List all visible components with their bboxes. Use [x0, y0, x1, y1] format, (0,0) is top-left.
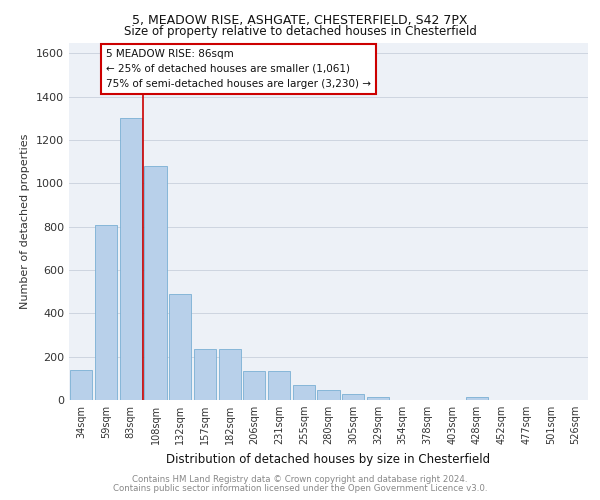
Text: Contains public sector information licensed under the Open Government Licence v3: Contains public sector information licen… — [113, 484, 487, 493]
Bar — [169, 294, 191, 400]
Bar — [194, 349, 216, 400]
Y-axis label: Number of detached properties: Number of detached properties — [20, 134, 31, 309]
Text: 5, MEADOW RISE, ASHGATE, CHESTERFIELD, S42 7PX: 5, MEADOW RISE, ASHGATE, CHESTERFIELD, S… — [132, 14, 468, 27]
Bar — [119, 118, 142, 400]
Bar — [342, 394, 364, 400]
Bar — [95, 224, 117, 400]
Bar — [466, 397, 488, 400]
Text: 5 MEADOW RISE: 86sqm
← 25% of detached houses are smaller (1,061)
75% of semi-de: 5 MEADOW RISE: 86sqm ← 25% of detached h… — [106, 49, 371, 88]
Text: Size of property relative to detached houses in Chesterfield: Size of property relative to detached ho… — [124, 25, 476, 38]
X-axis label: Distribution of detached houses by size in Chesterfield: Distribution of detached houses by size … — [166, 452, 491, 466]
Bar — [145, 166, 167, 400]
Bar — [70, 370, 92, 400]
Bar — [367, 397, 389, 400]
Bar — [317, 390, 340, 400]
Bar — [268, 371, 290, 400]
Text: Contains HM Land Registry data © Crown copyright and database right 2024.: Contains HM Land Registry data © Crown c… — [132, 475, 468, 484]
Bar — [243, 371, 265, 400]
Bar — [293, 385, 315, 400]
Bar — [218, 349, 241, 400]
